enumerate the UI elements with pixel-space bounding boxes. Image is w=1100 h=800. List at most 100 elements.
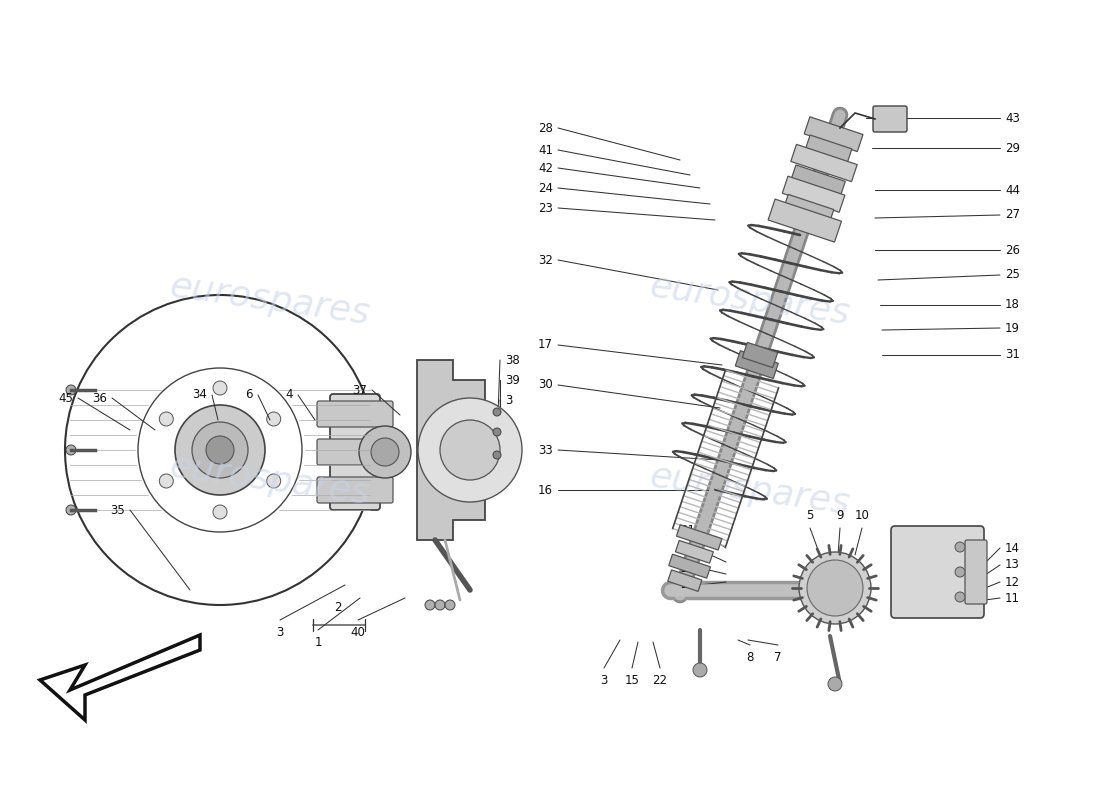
Circle shape: [955, 542, 965, 552]
Circle shape: [418, 398, 522, 502]
FancyBboxPatch shape: [317, 439, 393, 465]
Circle shape: [359, 426, 411, 478]
Circle shape: [493, 428, 500, 436]
Circle shape: [425, 600, 435, 610]
Text: 15: 15: [625, 674, 639, 687]
Polygon shape: [735, 350, 779, 378]
Text: 19: 19: [1005, 322, 1020, 334]
Text: 40: 40: [351, 626, 365, 639]
Circle shape: [266, 474, 280, 488]
Circle shape: [493, 408, 500, 416]
Circle shape: [160, 412, 174, 426]
Text: 10: 10: [855, 509, 869, 522]
Circle shape: [434, 600, 446, 610]
Text: eurospares: eurospares: [648, 459, 852, 521]
FancyBboxPatch shape: [317, 401, 393, 427]
Circle shape: [160, 474, 174, 488]
Text: 7: 7: [774, 651, 782, 664]
FancyBboxPatch shape: [873, 106, 908, 132]
Text: 42: 42: [538, 162, 553, 174]
Polygon shape: [668, 570, 702, 591]
Circle shape: [807, 560, 864, 616]
Circle shape: [799, 552, 871, 624]
Text: 31: 31: [1005, 349, 1020, 362]
Text: 36: 36: [92, 391, 107, 405]
Text: 26: 26: [1005, 243, 1020, 257]
Circle shape: [828, 677, 842, 691]
Circle shape: [371, 438, 399, 466]
Circle shape: [66, 445, 76, 455]
Polygon shape: [804, 117, 864, 151]
Text: 3: 3: [505, 394, 513, 406]
Text: 4: 4: [286, 389, 293, 402]
Text: 45: 45: [58, 391, 73, 405]
FancyBboxPatch shape: [965, 540, 987, 604]
FancyBboxPatch shape: [891, 526, 985, 618]
Circle shape: [266, 412, 280, 426]
Text: 39: 39: [505, 374, 520, 386]
Circle shape: [213, 505, 227, 519]
Text: 20: 20: [680, 578, 695, 591]
Text: 17: 17: [538, 338, 553, 351]
Circle shape: [955, 592, 965, 602]
Circle shape: [213, 381, 227, 395]
Polygon shape: [784, 194, 834, 223]
Text: 44: 44: [1005, 183, 1020, 197]
Text: 16: 16: [538, 483, 553, 497]
Polygon shape: [40, 635, 200, 720]
Text: eurospares: eurospares: [167, 449, 373, 511]
Text: 35: 35: [110, 503, 125, 517]
Text: 22: 22: [652, 674, 668, 687]
Text: 9: 9: [836, 509, 844, 522]
Text: 34: 34: [192, 389, 207, 402]
Text: 6: 6: [245, 389, 253, 402]
Polygon shape: [805, 135, 851, 162]
Text: 41: 41: [538, 143, 553, 157]
Text: 15: 15: [680, 543, 695, 557]
Polygon shape: [792, 165, 845, 194]
Polygon shape: [669, 554, 711, 578]
Text: 43: 43: [1005, 111, 1020, 125]
Circle shape: [446, 600, 455, 610]
Text: 13: 13: [1005, 558, 1020, 571]
Text: 28: 28: [538, 122, 553, 134]
Polygon shape: [782, 176, 845, 212]
Text: 25: 25: [1005, 269, 1020, 282]
Circle shape: [493, 451, 500, 459]
Text: 14: 14: [1005, 542, 1020, 554]
Text: eurospares: eurospares: [167, 269, 373, 331]
Text: 12: 12: [1005, 575, 1020, 589]
Text: eurospares: eurospares: [648, 269, 852, 331]
Text: 33: 33: [538, 443, 553, 457]
Circle shape: [175, 405, 265, 495]
Text: 8: 8: [746, 651, 754, 664]
Polygon shape: [768, 199, 842, 242]
Text: 37: 37: [352, 383, 367, 397]
Text: 5: 5: [806, 509, 814, 522]
Text: 23: 23: [538, 202, 553, 214]
Polygon shape: [791, 144, 857, 182]
Text: 3: 3: [601, 674, 607, 687]
Polygon shape: [742, 342, 778, 368]
Circle shape: [192, 422, 248, 478]
Polygon shape: [675, 541, 714, 563]
Text: 29: 29: [1005, 142, 1020, 154]
FancyBboxPatch shape: [317, 477, 393, 503]
Text: 18: 18: [1005, 298, 1020, 311]
Circle shape: [440, 420, 500, 480]
Polygon shape: [417, 360, 485, 540]
Text: 38: 38: [505, 354, 519, 366]
Text: 32: 32: [538, 254, 553, 266]
Text: 2: 2: [334, 601, 342, 614]
Circle shape: [693, 663, 707, 677]
Circle shape: [66, 385, 76, 395]
Text: 27: 27: [1005, 209, 1020, 222]
Text: 30: 30: [538, 378, 553, 391]
Text: 1: 1: [315, 636, 321, 649]
Circle shape: [66, 505, 76, 515]
Text: 22: 22: [680, 562, 695, 574]
Polygon shape: [676, 525, 722, 550]
Circle shape: [955, 567, 965, 577]
Text: 21: 21: [680, 523, 695, 537]
Circle shape: [206, 436, 234, 464]
